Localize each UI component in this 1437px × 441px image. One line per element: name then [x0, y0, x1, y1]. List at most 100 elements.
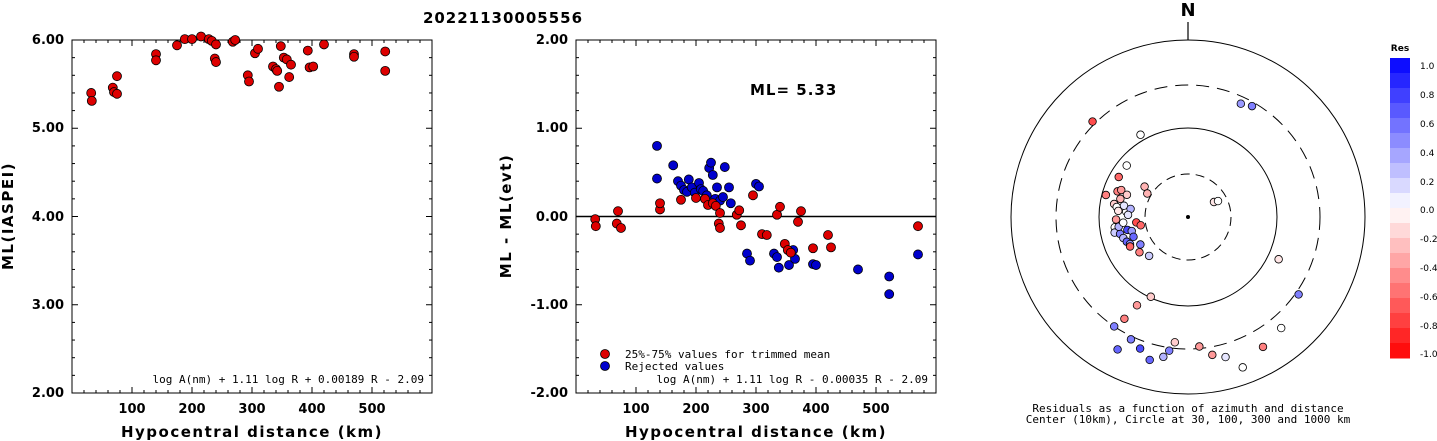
formula-1: log A(nm) + 1.11 log R + 0.00189 R - 2.0…: [152, 373, 424, 386]
x-axis-label-2: Hypocentral distance (km): [625, 423, 887, 441]
station-point: [1208, 350, 1217, 360]
plot-frame-1: [71, 39, 433, 394]
x-tick-labels-1: 100 200 300 400 500: [118, 402, 385, 417]
station-point: [1213, 196, 1223, 206]
station-point: [1123, 210, 1133, 220]
panel-magnitude: 6.00 5.00 4.00 3.00 2.00 100 200 300 400…: [0, 31, 433, 441]
y-tick-label: 5.00: [32, 121, 64, 136]
legend-marker-rejected: [600, 361, 610, 371]
colorbar-cell: [1390, 298, 1410, 314]
x-tick-label: 200: [682, 402, 709, 417]
y-tick-label: -1.00: [531, 298, 568, 313]
station-point: [1129, 232, 1138, 242]
ring-300km: [1055, 84, 1321, 350]
colorbar-cell: [1390, 133, 1410, 149]
data-point: [308, 61, 319, 72]
colorbar-tick: 0.6: [1420, 120, 1435, 130]
colorbar-cell: [1390, 268, 1410, 284]
station-point: [1294, 290, 1303, 299]
station-point: [1135, 344, 1145, 353]
data-point: [272, 65, 283, 76]
data-point: [302, 45, 313, 56]
colorbar-cell: [1390, 73, 1410, 89]
data-point: [380, 65, 391, 76]
data-point: [211, 39, 221, 50]
station-point: [1125, 242, 1135, 251]
rejected-point: [668, 160, 679, 171]
x-tick-label: 100: [118, 402, 145, 417]
station-point: [1170, 338, 1180, 347]
station-point: [1258, 342, 1268, 352]
data-point: [691, 193, 701, 203]
colorbar-tick: 0.2: [1420, 178, 1434, 188]
data-point: [590, 221, 601, 232]
legend-label-rejected: Rejected values: [625, 360, 724, 373]
x-tick-label: 200: [178, 402, 205, 417]
colorbar-tick: 1.0: [1420, 62, 1435, 72]
y-axis-label-1: ML(IASPEI): [0, 162, 17, 270]
data-point: [808, 243, 818, 254]
station-point: [1195, 342, 1204, 351]
rejected-point: [784, 260, 794, 270]
rejected-point: [884, 289, 895, 300]
data-point: [284, 72, 295, 82]
station-point: [1135, 248, 1144, 257]
data-point: [826, 242, 836, 253]
colorbar-title: Res: [1391, 44, 1409, 54]
station-point: [1165, 346, 1174, 355]
data-point: [913, 221, 923, 232]
colorbar-tick: -0.2: [1420, 235, 1437, 245]
data-point: [253, 43, 263, 54]
station-point: [1109, 322, 1119, 331]
data-points-1: [86, 31, 391, 106]
data-point: [151, 55, 161, 66]
data-point: [793, 216, 803, 227]
station-point: [1146, 292, 1156, 301]
colorbar-cell: [1390, 58, 1410, 74]
rejected-point: [652, 140, 662, 151]
colorbar-cell: [1390, 178, 1410, 194]
colorbar-cell: [1390, 343, 1410, 359]
rejected-point: [884, 271, 895, 282]
station-point: [1145, 355, 1154, 365]
station-point: [1140, 182, 1149, 191]
data-point: [230, 35, 241, 45]
rejected-point: [707, 170, 718, 180]
data-point: [823, 230, 833, 240]
station-point: [1236, 99, 1246, 108]
station-point: [1144, 251, 1154, 261]
y-tick-label: 1.00: [536, 121, 568, 136]
data-point: [380, 46, 391, 57]
ml-annotation: ML= 5.33: [750, 81, 837, 99]
colorbar-cell: [1390, 88, 1410, 104]
colorbar-cell: [1390, 223, 1410, 239]
station-point: [1132, 301, 1142, 310]
data-point: [616, 223, 626, 233]
colorbar-cell: [1390, 118, 1410, 134]
data-points-2: [590, 140, 923, 300]
station-point: [1114, 172, 1123, 182]
rejected-point: [724, 182, 734, 193]
rejected-point: [719, 162, 730, 172]
x-axis-label-1: Hypocentral distance (km): [121, 423, 383, 441]
rejected-point: [811, 260, 821, 270]
data-point: [319, 39, 329, 50]
x-tick-label: 500: [862, 402, 889, 417]
y-tick-label: 0.00: [536, 210, 568, 225]
tick-marks-1: [71, 39, 433, 394]
data-point: [785, 247, 796, 258]
y-tick-label: 2.00: [32, 386, 64, 401]
rejected-point: [725, 198, 736, 209]
rejected-point: [718, 192, 728, 202]
rejected-point: [913, 249, 923, 260]
station-point: [1088, 117, 1097, 126]
colorbar-cell: [1390, 148, 1410, 164]
center-dot: [1186, 215, 1190, 219]
colorbar-tick: 0.8: [1420, 91, 1435, 101]
colorbar-tick: 0.4: [1420, 149, 1435, 159]
station-point: [1113, 345, 1122, 354]
x-tick-label: 500: [358, 402, 385, 417]
colorbar-cell: [1390, 283, 1410, 299]
tick-marks-2: [575, 39, 937, 394]
